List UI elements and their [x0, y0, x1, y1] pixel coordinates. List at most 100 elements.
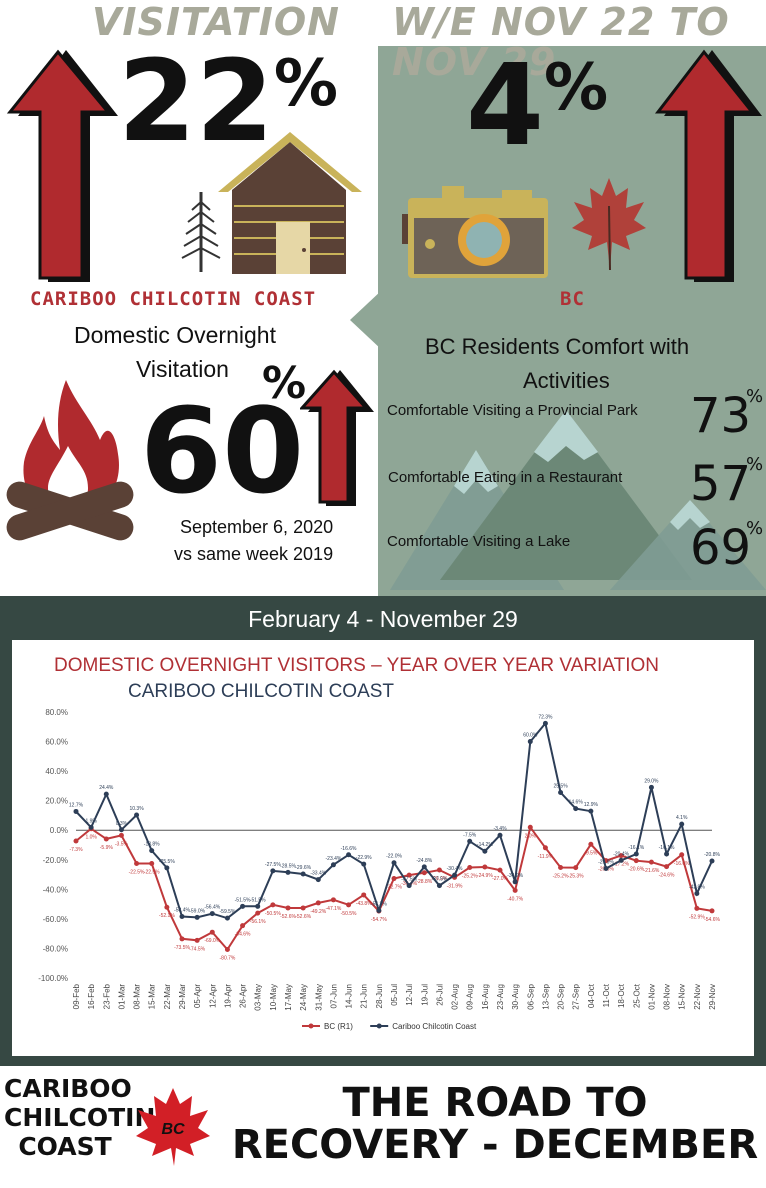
- data-label: -42.8%: [689, 884, 705, 890]
- data-point: [224, 915, 230, 921]
- data-label: -22.0%: [386, 854, 402, 860]
- data-point: [497, 867, 503, 873]
- y-tick-label: -80.0%: [43, 944, 68, 953]
- data-label: -25.9%: [598, 859, 614, 865]
- data-label: -20.8%: [704, 852, 720, 858]
- data-label: -52.6%: [280, 914, 296, 920]
- data-point: [694, 890, 700, 896]
- x-tick-label: 18-Oct: [617, 983, 626, 1008]
- data-label: -28.8%: [416, 879, 432, 885]
- x-tick-label: 09-Aug: [466, 984, 475, 1010]
- x-tick-label: 04-Oct: [587, 983, 596, 1008]
- panel-notch: [350, 290, 382, 350]
- chart-subtitle: CARIBOO CHILCOTIN COAST: [128, 681, 395, 702]
- data-point: [421, 864, 427, 870]
- data-point: [633, 858, 639, 864]
- data-label: 24.4%: [99, 785, 114, 791]
- data-label: -52.6%: [295, 914, 311, 920]
- data-point: [73, 808, 79, 814]
- data-label: -22.5%: [144, 869, 160, 875]
- data-label: 14.6%: [569, 800, 584, 806]
- data-label: -43.8%: [356, 901, 372, 907]
- data-point: [361, 892, 367, 898]
- data-point: [482, 864, 488, 870]
- data-label: -26.9%: [432, 876, 448, 882]
- data-point: [179, 936, 185, 942]
- campfire-icon: [6, 380, 134, 541]
- date-line1: September 6, 2020: [180, 517, 334, 537]
- data-point: [618, 857, 624, 863]
- overnight-value: 60: [140, 382, 305, 520]
- data-point: [391, 860, 397, 866]
- line-chart: 80.0% 60.0% 40.0% 20.0% 0.0% -20.0% -40.0% -60.…: [38, 708, 720, 1031]
- data-point: [179, 914, 185, 920]
- data-label: -24.6%: [659, 873, 675, 879]
- data-point: [512, 879, 518, 885]
- x-tick-label: 19-Jul: [420, 984, 429, 1006]
- data-label: -17.2%: [613, 862, 629, 868]
- data-label: -56.4%: [204, 905, 220, 911]
- data-label: -37.5%: [401, 877, 417, 883]
- visitation-value: 22%: [118, 37, 338, 167]
- y-tick-label: 20.0%: [45, 797, 68, 806]
- data-label: -9.5%: [584, 850, 598, 856]
- data-label: 0.3%: [116, 821, 128, 827]
- cabin-icon: [218, 132, 362, 274]
- data-label: -25.2%: [553, 873, 569, 879]
- data-label: -64.6%: [235, 932, 251, 938]
- data-label: -74.5%: [189, 946, 205, 952]
- comfort-item-value: 73: [690, 388, 752, 444]
- comfort-item-label: Comfortable Visiting a Provincial Park: [387, 402, 638, 419]
- legend-label: Cariboo Chilcotin Coast: [392, 1022, 477, 1031]
- data-label: -52.9%: [689, 914, 705, 920]
- data-label: 1.9%: [85, 818, 97, 824]
- data-point: [270, 868, 276, 874]
- data-label: -7.3%: [69, 847, 83, 853]
- data-label: -3.4%: [493, 826, 507, 832]
- data-label: -73.5%: [174, 945, 190, 951]
- data-point: [482, 848, 488, 854]
- data-point: [224, 946, 230, 952]
- data-point: [421, 870, 427, 876]
- data-label: -27.0%: [492, 876, 508, 882]
- y-tick-label: -40.0%: [43, 885, 68, 894]
- data-label: 25.5%: [553, 784, 568, 790]
- data-label: -5.9%: [100, 845, 114, 851]
- data-label: -80.7%: [220, 955, 236, 961]
- data-point: [709, 858, 715, 864]
- data-label: -20.4%: [613, 851, 629, 857]
- data-point: [573, 806, 579, 812]
- x-tick-label: 09-Feb: [72, 983, 81, 1009]
- data-label: -54.7%: [371, 917, 387, 923]
- data-label: 12.7%: [69, 802, 84, 808]
- week-range-title: W/E NOV 22 TO NOV 29: [392, 0, 730, 84]
- data-label: -51.5%: [250, 897, 266, 903]
- data-point: [88, 824, 94, 830]
- data-label: -37.5%: [432, 877, 448, 883]
- maple-leaf-icon: [572, 178, 646, 271]
- x-tick-label: 24-May: [299, 984, 308, 1011]
- x-tick-label: 08-Nov: [663, 984, 672, 1010]
- x-tick-label: 27-Sep: [572, 983, 581, 1009]
- overnight-unit: %: [262, 358, 307, 409]
- data-point: [285, 905, 291, 911]
- y-tick-label: 60.0%: [45, 738, 68, 747]
- arrow-up-icon: [654, 49, 762, 282]
- data-point: [240, 903, 246, 909]
- legend-marker: [376, 1023, 382, 1029]
- data-point: [164, 865, 170, 871]
- x-tick-label: 16-Feb: [87, 983, 96, 1009]
- data-point: [255, 903, 261, 909]
- date-range-title: February 4 - November 29: [248, 606, 518, 632]
- y-tick-label: -60.0%: [43, 915, 68, 924]
- y-tick-label: -20.0%: [43, 856, 68, 865]
- x-tick-label: 01-Mar: [117, 984, 126, 1010]
- arrow-up-icon: [6, 49, 118, 282]
- x-tick-label: 05-Jul: [390, 984, 399, 1006]
- data-point: [436, 867, 442, 873]
- data-label: -7.5%: [463, 832, 477, 838]
- x-tick-label: 17-May: [284, 984, 293, 1011]
- x-tick-label: 25-Oct: [632, 983, 641, 1008]
- data-point: [558, 790, 564, 796]
- data-label: -27.5%: [265, 862, 281, 868]
